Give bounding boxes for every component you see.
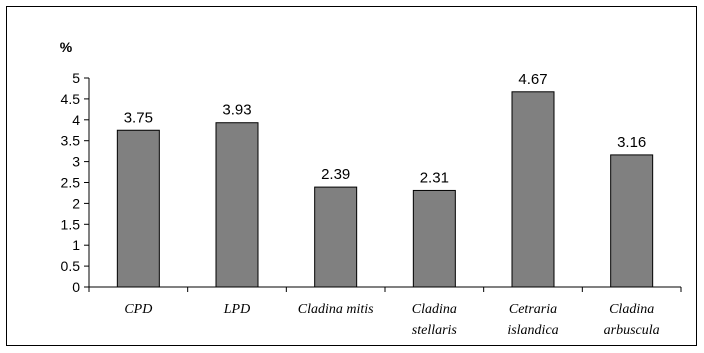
data-label: 2.39 <box>321 166 350 183</box>
y-tick-label: 3 <box>72 154 80 170</box>
category-label: LPD <box>223 302 250 317</box>
category-label: islandica <box>507 323 558 338</box>
y-tick-label: 0 <box>72 279 80 295</box>
y-tick-label: 1 <box>72 237 80 253</box>
bar <box>215 122 259 288</box>
data-labels: 3.75 3.93 2.39 2.31 4.67 3.16 <box>124 71 647 187</box>
y-tick-label: 4.5 <box>61 91 81 107</box>
data-label: 3.75 <box>124 109 153 126</box>
category-label: arbuscula <box>604 323 660 338</box>
category-label: Cetraria <box>509 302 557 317</box>
y-axis-label: % <box>60 39 73 55</box>
category-label: Cladina <box>609 302 654 317</box>
y-tick-label: 4 <box>72 112 80 128</box>
y-tick-label: 2 <box>72 195 80 211</box>
y-tick-label: 5 <box>72 70 80 86</box>
category-label: CPD <box>124 302 152 317</box>
category-label: Cladina mitis <box>298 302 374 317</box>
category-label: Cladina <box>412 302 457 317</box>
bar <box>314 186 358 288</box>
y-axis-ticks: 0 0.5 1 1.5 2 2.5 3 3.5 4 4.5 5 <box>61 70 89 295</box>
data-label: 4.67 <box>518 71 547 88</box>
data-label: 2.31 <box>420 169 449 186</box>
bar <box>511 91 555 288</box>
data-label: 3.93 <box>222 102 251 119</box>
category-label: stellaris <box>412 323 458 338</box>
bars <box>116 91 654 288</box>
x-axis-categories: CPD LPD Cladina mitis Cladina stellaris Cetra… <box>88 287 682 338</box>
y-tick-label: 3.5 <box>61 133 81 149</box>
y-tick-label: 1.5 <box>61 216 81 232</box>
bar <box>610 154 654 288</box>
data-label: 3.16 <box>617 134 646 151</box>
y-tick-label: 0.5 <box>61 258 81 274</box>
y-tick-label: 2.5 <box>61 175 81 191</box>
bar <box>116 129 160 288</box>
bar <box>412 189 456 288</box>
